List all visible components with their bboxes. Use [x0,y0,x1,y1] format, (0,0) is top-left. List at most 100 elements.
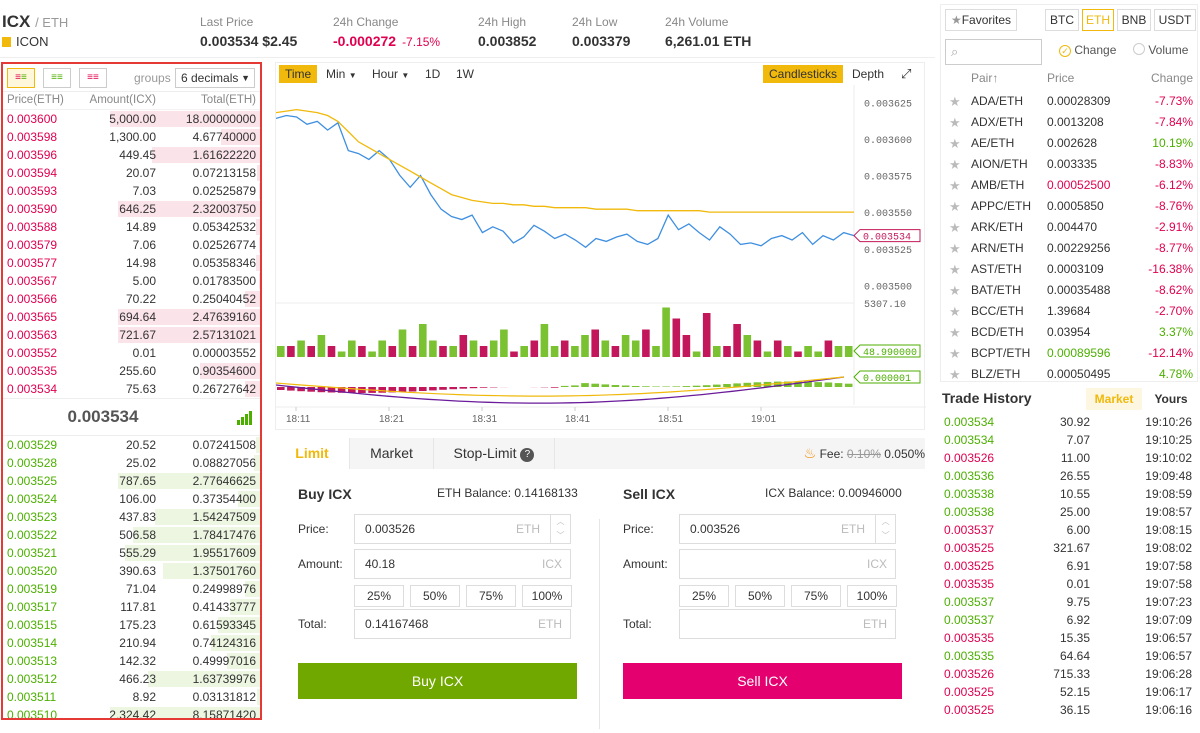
market-row[interactable]: ★ ADX/ETH 0.0013208 -7.84% [941,112,1199,133]
star-icon[interactable]: ★ [949,262,961,277]
ask-row[interactable]: 0.003598 1,300.00 4.67740000 [3,128,260,146]
ask-row[interactable]: 0.003563 721.67 2.57131021 [3,326,260,344]
market-row[interactable]: ★ BAT/ETH 0.00035488 -8.62% [941,280,1199,301]
ask-row[interactable]: 0.003579 7.06 0.02526774 [3,236,260,254]
market-row[interactable]: ★ APPC/ETH 0.0005850 -8.76% [941,196,1199,217]
ask-row[interactable]: 0.003593 7.03 0.02525879 [3,182,260,200]
bid-row[interactable]: 0.003523 437.83 1.54247509 [3,508,260,526]
bid-row[interactable]: 0.003528 25.02 0.08827056 [3,454,260,472]
star-icon[interactable]: ★ [949,325,961,340]
sell-50-button[interactable]: 50% [735,585,785,607]
up-arrow-icon[interactable]: ︿ [881,517,890,526]
interval-time[interactable]: Time [279,65,318,83]
sell-price-input[interactable]: 0.003526 ETH ︿ ﹀ [679,514,896,544]
ask-row[interactable]: 0.003590 646.25 2.32003750 [3,200,260,218]
bid-row[interactable]: 0.003517 117.81 0.41433777 [3,598,260,616]
info-icon[interactable] [2,37,11,47]
ask-row[interactable]: 0.003566 70.22 0.25040452 [3,290,260,308]
bid-row[interactable]: 0.003512 466.23 1.63739976 [3,670,260,688]
ask-row[interactable]: 0.003565 694.64 2.47639160 [3,308,260,326]
ask-row[interactable]: 0.003596 449.45 1.61622220 [3,146,260,164]
market-row[interactable]: ★ ARK/ETH 0.004470 -2.91% [941,217,1199,238]
fullscreen-icon[interactable]: ⤢ [901,66,912,81]
sell-button[interactable]: Sell ICX [623,663,902,699]
sort-pair[interactable]: Pair↑ [971,71,999,85]
price-stepper[interactable]: ︿ ﹀ [875,515,895,543]
tab-market-trades[interactable]: Market [1086,388,1142,410]
sell-25-button[interactable]: 25% [679,585,729,607]
market-row[interactable]: ★ BCPT/ETH 0.00089596 -12.14% [941,343,1199,364]
market-row[interactable]: ★ AE/ETH 0.002628 10.19% [941,133,1199,154]
buy-total-input[interactable]: 0.14167468 ETH [354,609,571,639]
interval-1d[interactable]: 1D [425,67,441,81]
tab-your-trades[interactable]: Yours [1154,392,1188,406]
bid-row[interactable]: 0.003519 71.04 0.24998976 [3,580,260,598]
buy-100-button[interactable]: 100% [522,585,572,607]
show-bids-button[interactable]: ≡≡ [43,68,71,88]
market-row[interactable]: ★ ARN/ETH 0.00229256 -8.77% [941,238,1199,259]
bid-row[interactable]: 0.003529 20.52 0.07241508 [3,436,260,454]
bid-row[interactable]: 0.003514 210.94 0.74124316 [3,634,260,652]
sell-100-button[interactable]: 100% [847,585,897,607]
sell-amount-input[interactable]: ICX [679,549,896,579]
interval-hour[interactable]: Hour ▼ [372,67,410,81]
depth-button[interactable]: Depth [852,67,885,81]
buy-amount-input[interactable]: 40.18 ICX [354,549,571,579]
bid-row[interactable]: 0.003524 106.00 0.37354400 [3,490,260,508]
star-icon[interactable]: ★ [949,199,961,214]
bid-row[interactable]: 0.003513 142.32 0.49997016 [3,652,260,670]
bid-row[interactable]: 0.003520 390.63 1.37501760 [3,562,260,580]
market-row[interactable]: ★ AST/ETH 0.0003109 -16.38% [941,259,1199,280]
help-icon[interactable]: ? [520,448,535,462]
ask-row[interactable]: 0.003577 14.98 0.05358346 [3,254,260,272]
sell-total-input[interactable]: ETH [679,609,896,639]
buy-50-button[interactable]: 50% [410,585,460,607]
star-icon[interactable]: ★ [949,157,961,172]
star-icon[interactable]: ★ [949,241,961,256]
price-stepper[interactable]: ︿ ﹀ [550,515,570,543]
pair-search-input[interactable]: ⌕ [945,39,1042,65]
show-all-orders-button[interactable]: ≡≡ [7,68,35,88]
market-row[interactable]: ★ BLZ/ETH 0.00050495 4.78% [941,364,1199,385]
bid-row[interactable]: 0.003522 506.58 1.78417476 [3,526,260,544]
buy-75-button[interactable]: 75% [466,585,516,607]
ask-row[interactable]: 0.003588 14.89 0.05342532 [3,218,260,236]
tab-btc[interactable]: BTC [1045,9,1079,31]
interval-min[interactable]: Min ▼ [326,67,357,81]
star-icon[interactable]: ★ [949,346,961,361]
buy-button[interactable]: Buy ICX [298,663,577,699]
star-icon[interactable]: ★ [949,115,961,130]
tab-market[interactable]: Market [350,438,434,469]
down-arrow-icon[interactable]: ﹀ [556,531,565,540]
star-icon[interactable]: ★ [949,304,961,319]
tab-stop-limit[interactable]: Stop-Limit ? [434,438,555,469]
tab-limit[interactable]: Limit [275,438,350,469]
bid-row[interactable]: 0.003510 2,324.42 8.15871420 [3,706,260,718]
star-icon[interactable]: ★ [949,136,961,151]
buy-25-button[interactable]: 25% [354,585,404,607]
ask-row[interactable]: 0.003535 255.60 0.90354600 [3,362,260,380]
ask-row[interactable]: 0.003552 0.01 0.00003552 [3,344,260,362]
market-row[interactable]: ★ BCD/ETH 0.03954 3.37% [941,322,1199,343]
show-asks-button[interactable]: ≡≡ [79,68,107,88]
tab-eth[interactable]: ETH [1082,9,1114,31]
sell-75-button[interactable]: 75% [791,585,841,607]
favorites-tab[interactable]: ★Favorites [945,9,1017,31]
market-row[interactable]: ★ BCC/ETH 1.39684 -2.70% [941,301,1199,322]
star-icon[interactable]: ★ [949,94,961,109]
ask-row[interactable]: 0.003567 5.00 0.01783500 [3,272,260,290]
interval-1w[interactable]: 1W [456,67,474,81]
sort-price[interactable]: Price [1047,71,1075,85]
down-arrow-icon[interactable]: ﹀ [881,531,890,540]
star-icon[interactable]: ★ [949,283,961,298]
candlesticks-button[interactable]: Candlesticks [763,65,844,83]
market-row[interactable]: ★ AION/ETH 0.003335 -8.83% [941,154,1199,175]
star-icon[interactable]: ★ [949,367,961,382]
sort-change[interactable]: Change [1150,71,1193,85]
market-row[interactable]: ★ ADA/ETH 0.00028309 -7.73% [941,91,1199,112]
up-arrow-icon[interactable]: ︿ [556,517,565,526]
star-icon[interactable]: ★ [949,178,961,193]
ask-row[interactable]: 0.003534 75.63 0.26727642 [3,380,260,398]
tab-bnb[interactable]: BNB [1117,9,1151,31]
ask-row[interactable]: 0.003600 5,000.00 18.00000000 [3,110,260,128]
